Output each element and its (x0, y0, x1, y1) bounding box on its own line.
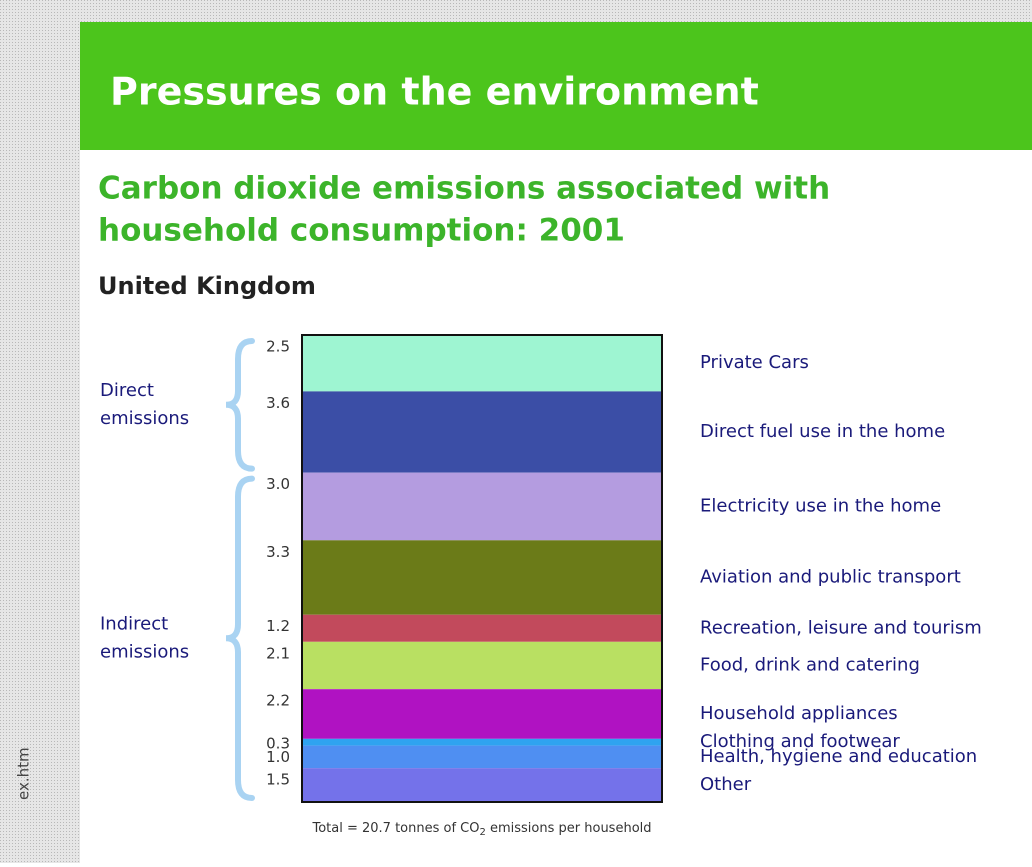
bar-segment (302, 391, 662, 473)
bar-segment (302, 614, 662, 642)
category-label: Electricity use in the home (700, 495, 941, 516)
footnote-part: emissions per household (486, 821, 652, 836)
header-bar (80, 22, 1032, 150)
group-label: emissions (100, 408, 189, 429)
category-label: Food, drink and catering (700, 655, 920, 676)
footnote-sub: 2 (479, 827, 485, 838)
value-label: 2.1 (266, 644, 290, 662)
value-label: 1.5 (266, 771, 290, 789)
footnote: Total = 20.7 tonnes of CO2 emissions per… (311, 821, 651, 839)
group-brace (225, 475, 255, 801)
category-label: Recreation, leisure and tourism (700, 617, 982, 638)
category-label: Other (700, 774, 752, 795)
group-label: emissions (100, 641, 189, 662)
value-label: 3.3 (266, 543, 290, 561)
bar-segment (302, 335, 662, 392)
value-label: 3.0 (266, 475, 290, 493)
value-label: 3.6 (266, 394, 290, 412)
group-brace (225, 338, 255, 472)
category-label: Private Cars (700, 352, 809, 373)
category-label: Household appliances (700, 703, 898, 724)
footnote-part: Total = 20.7 tonnes of CO (311, 821, 479, 836)
value-label: 2.5 (266, 338, 290, 356)
category-label: Direct fuel use in the home (700, 421, 945, 442)
value-label: 0.3 (266, 735, 290, 753)
category-label: Clothing and footwear (700, 731, 900, 752)
chart-subtitle: United Kingdom (98, 272, 316, 300)
value-label: 1.2 (266, 617, 290, 635)
bar-outline (301, 334, 663, 803)
bar-segment (302, 738, 662, 746)
category-label: Health, hygiene and education (700, 746, 977, 767)
bar-segment (302, 689, 662, 739)
bar-segment (302, 641, 662, 690)
bar-segment (302, 745, 662, 769)
bar-segment (302, 768, 662, 802)
value-label: 1.0 (266, 748, 290, 766)
chart-title: household consumption: 2001 (98, 213, 625, 249)
chart-title: Carbon dioxide emissions associated with (98, 171, 830, 207)
group-label: Direct (100, 380, 154, 401)
bar-segment (302, 540, 662, 615)
group-label: Indirect (100, 613, 168, 634)
category-label: Aviation and public transport (700, 567, 961, 588)
header-title: Pressures on the environment (110, 70, 759, 114)
bar-segment (302, 472, 662, 541)
side-text: ex.htm (15, 747, 33, 800)
value-label: 2.2 (266, 692, 290, 710)
